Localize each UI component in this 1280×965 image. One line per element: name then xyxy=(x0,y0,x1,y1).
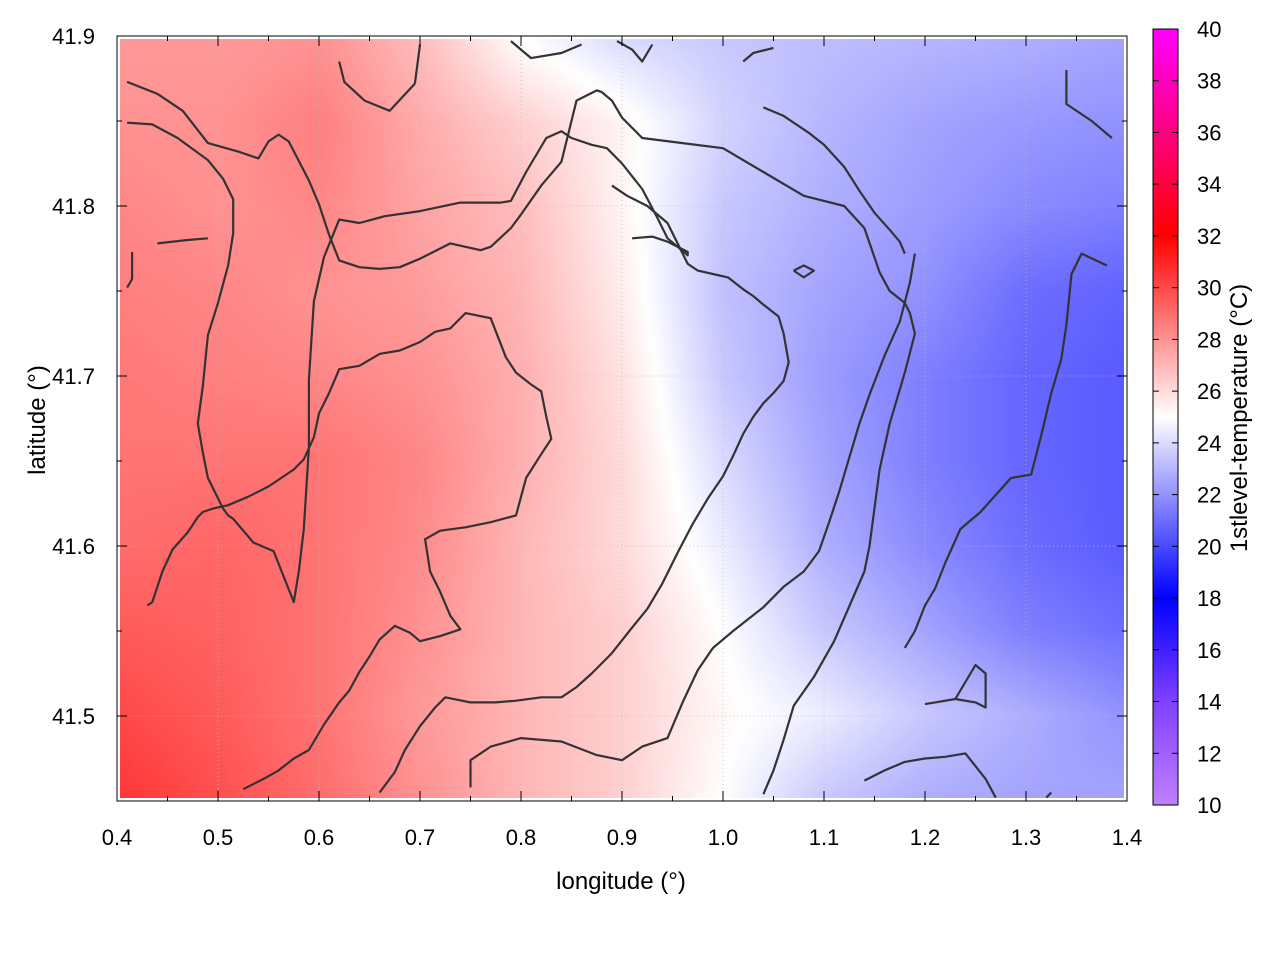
colorbar-tick-label: 14 xyxy=(1197,690,1221,715)
contour-line xyxy=(510,40,583,60)
colorbar-label: 1stlevel-temperature (°C) xyxy=(1226,284,1253,552)
contour-line xyxy=(157,237,208,245)
colorbar-tick-label: 20 xyxy=(1197,534,1221,559)
x-tick-label: 0.9 xyxy=(607,825,638,850)
contour-line xyxy=(338,61,416,112)
colorbar-tick-label: 38 xyxy=(1197,69,1221,94)
colorbar-tick-label: 24 xyxy=(1197,431,1221,456)
colorbar-tick-label: 40 xyxy=(1197,17,1221,42)
x-tick-label: 1.3 xyxy=(1011,825,1042,850)
contour-line xyxy=(126,80,916,334)
y-tick-label: 41.8 xyxy=(52,194,95,219)
contour-line xyxy=(413,44,422,84)
heatmap-image xyxy=(120,39,1124,798)
contour-line xyxy=(127,121,689,604)
colorbar-tick-label: 26 xyxy=(1197,379,1221,404)
x-tick-label: 1.1 xyxy=(809,825,840,850)
colorbar-tick-label: 12 xyxy=(1197,741,1221,766)
contour-line xyxy=(378,184,790,794)
y-axis-label: latitude (°) xyxy=(24,365,51,475)
colorbar: 10 12 14 16 18 20 22 24 26 28 30 32 34 36 38 40 xyxy=(1152,17,1221,818)
y-tick-label: 41.7 xyxy=(52,364,95,389)
colorbar-tick-label: 22 xyxy=(1197,483,1221,508)
temperature-heatmap xyxy=(120,39,1124,798)
contour-line xyxy=(924,663,987,709)
x-tick-label: 0.6 xyxy=(304,825,335,850)
contour-line xyxy=(146,312,553,791)
x-tick-label: 0.7 xyxy=(405,825,436,850)
colorbar-tick-label: 18 xyxy=(1197,586,1221,611)
contour-line xyxy=(793,264,816,279)
x-ticks: 0.4 0.5 0.6 0.7 0.8 0.9 1.0 1.1 1.2 1.3 1.4 xyxy=(102,36,1143,850)
contour-lines xyxy=(126,40,1113,799)
x-tick-label: 0.4 xyxy=(102,825,133,850)
contour-line xyxy=(469,253,916,788)
contour-line xyxy=(126,251,134,289)
colorbar-tick-label: 32 xyxy=(1197,224,1221,249)
contour-line xyxy=(1045,791,1053,799)
colorbar-tick-label: 36 xyxy=(1197,120,1221,145)
colorbar-tick-label: 28 xyxy=(1197,327,1221,352)
x-axis-label: longitude (°) xyxy=(556,868,686,895)
contour-line xyxy=(616,40,654,63)
x-tick-label: 0.5 xyxy=(203,825,234,850)
contour-line xyxy=(762,106,906,255)
x-tick-label: 0.8 xyxy=(506,825,537,850)
contour-line xyxy=(742,46,774,63)
x-tick-label: 1.4 xyxy=(1112,825,1143,850)
contour-line xyxy=(903,252,1108,649)
contour-line xyxy=(1065,70,1113,139)
x-tick-label: 1.0 xyxy=(708,825,739,850)
contour-line xyxy=(863,752,997,799)
colorbar-gradient xyxy=(1152,28,1179,806)
y-tick-label: 41.5 xyxy=(52,704,95,729)
grid xyxy=(117,36,1127,801)
y-ticks: 41.5 41.6 41.7 41.8 41.9 xyxy=(52,24,1127,802)
colorbar-tick-label: 10 xyxy=(1197,793,1221,818)
contour-line xyxy=(762,333,916,795)
y-tick-label: 41.6 xyxy=(52,534,95,559)
colorbar-tick-label: 34 xyxy=(1197,172,1221,197)
y-tick-label: 41.9 xyxy=(52,24,95,49)
colorbar-tick-label: 30 xyxy=(1197,276,1221,301)
x-tick-label: 1.2 xyxy=(910,825,941,850)
colorbar-tick-label: 16 xyxy=(1197,638,1221,663)
